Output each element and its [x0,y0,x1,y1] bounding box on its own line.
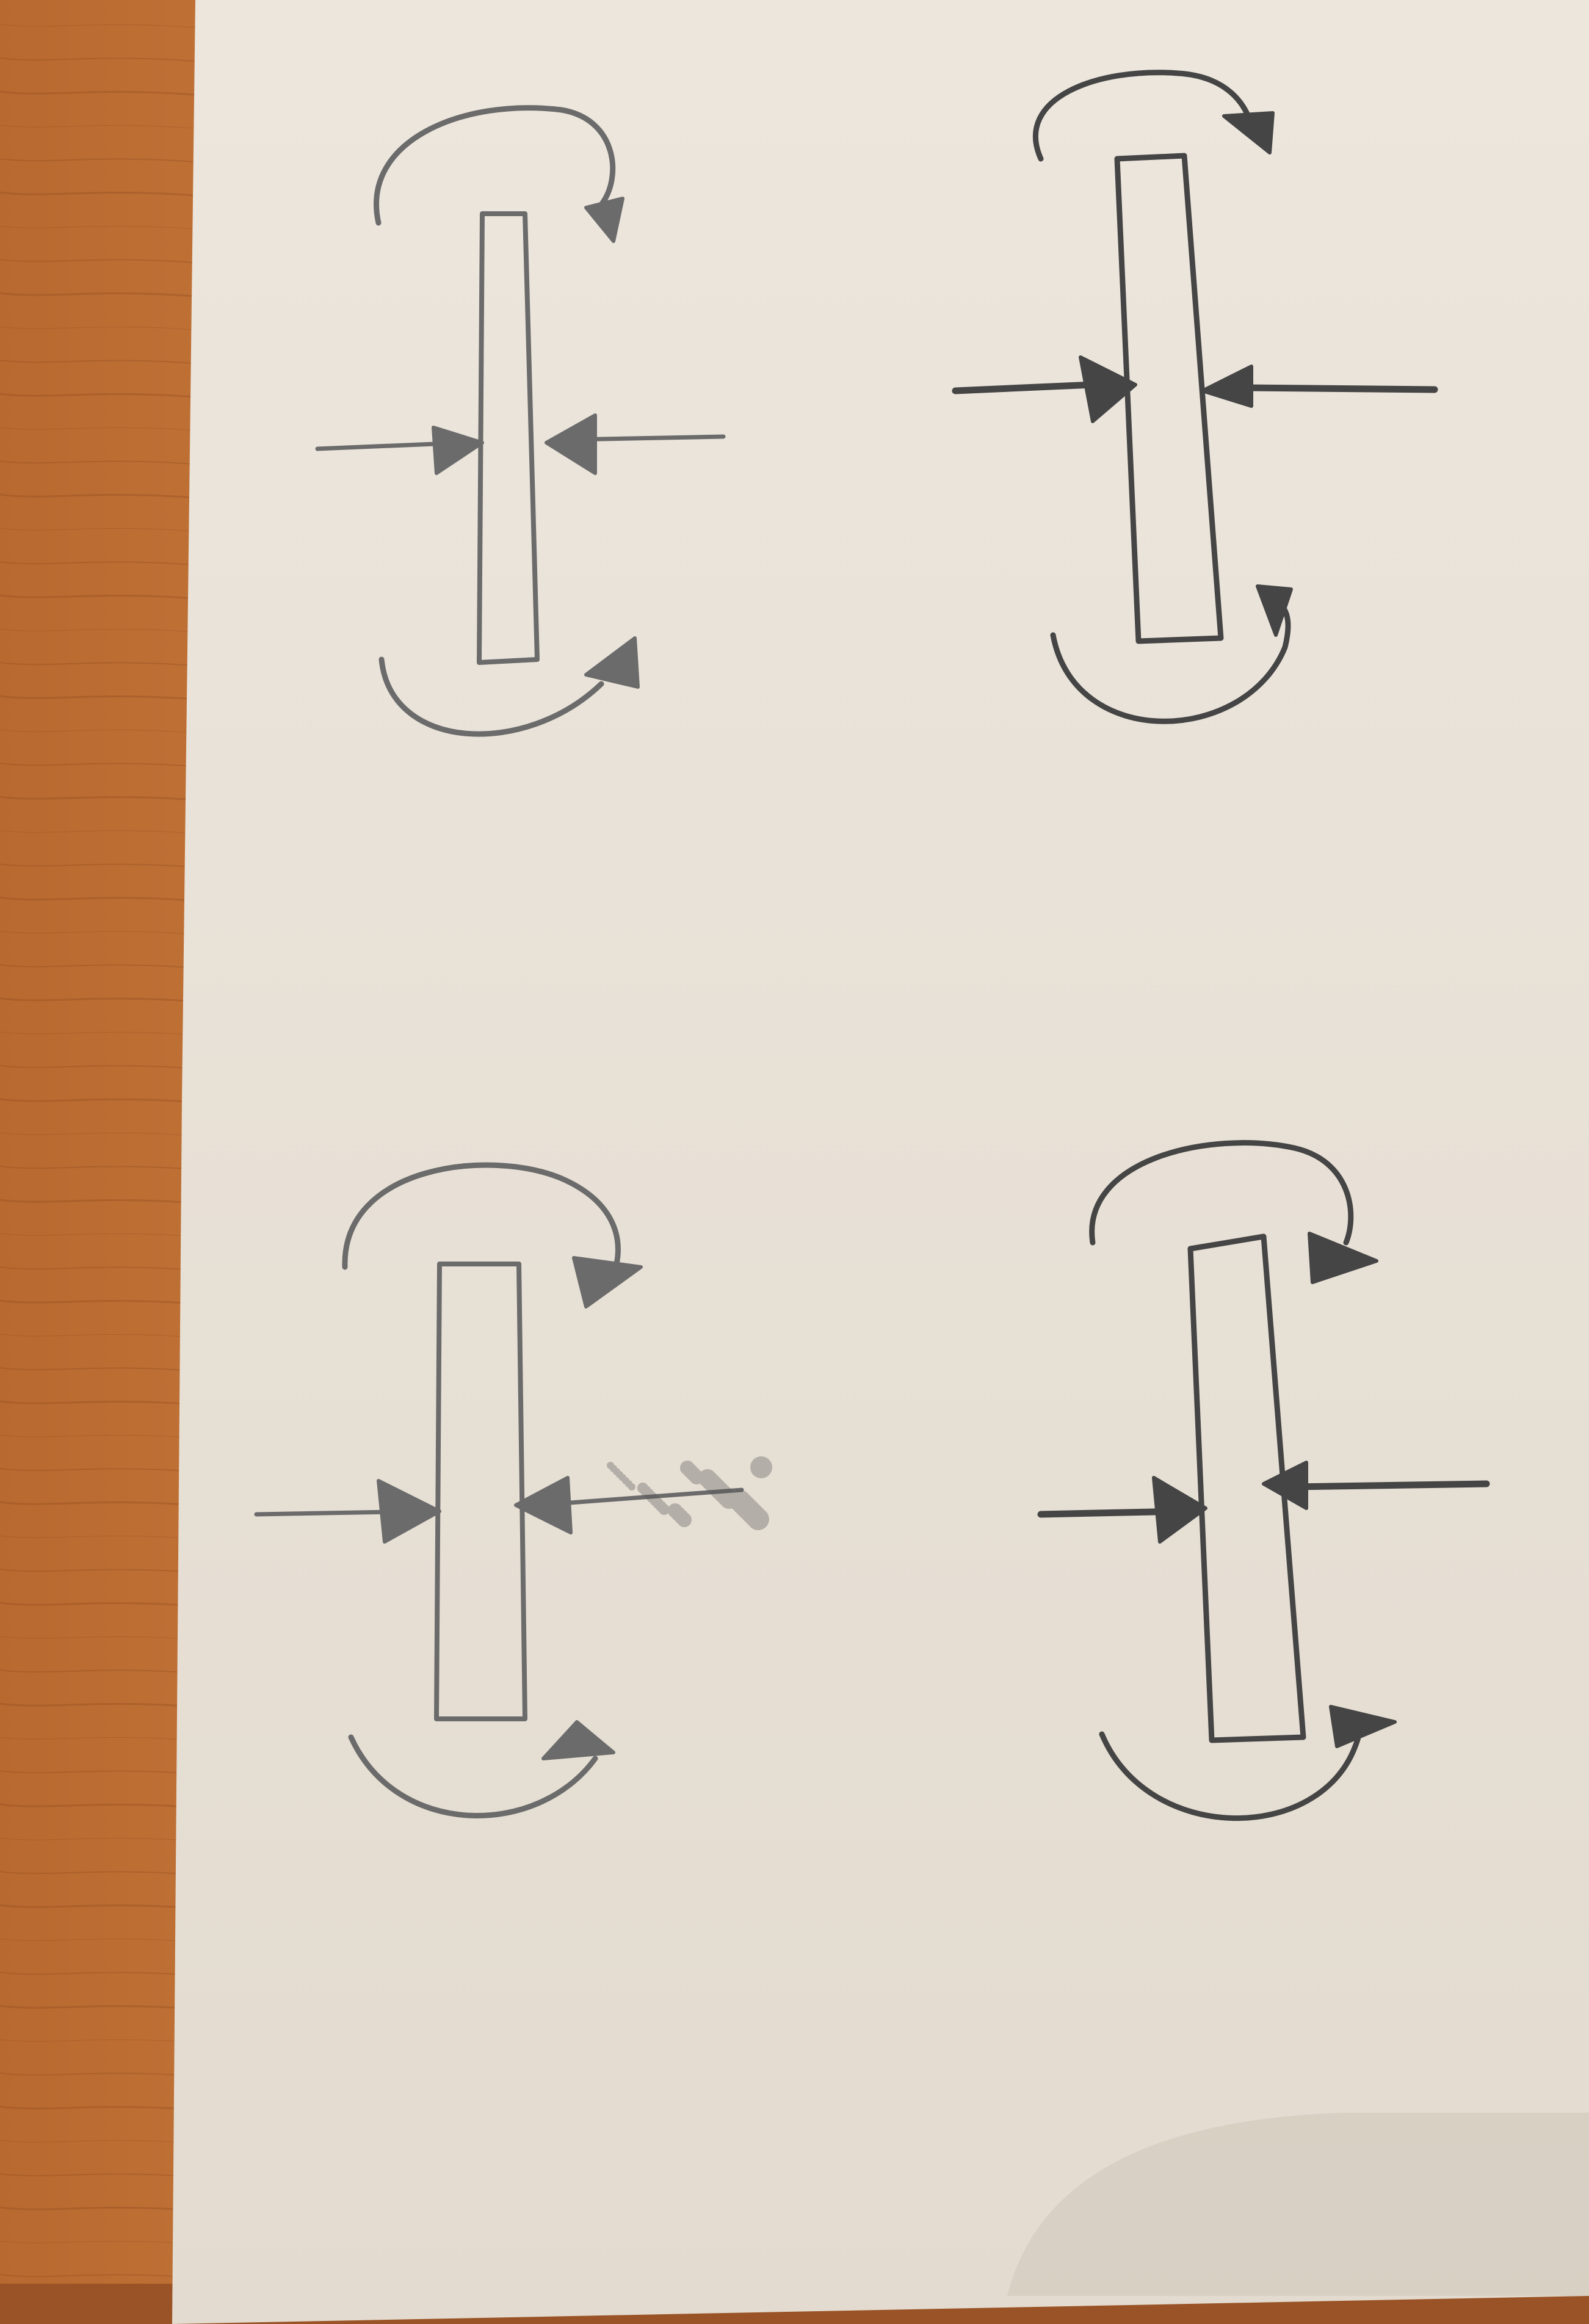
arrowhead-icon [1262,1461,1308,1510]
arrowhead-icon [1222,111,1275,154]
paper-sheet [172,0,1589,2324]
arrowhead-icon [545,413,597,475]
shadow-patch [1007,2113,1589,2296]
rotation-arrow-top [374,105,616,226]
rotation-arrow-top [1033,70,1254,162]
rotation-arrow-bottom [378,656,604,737]
arrowhead-icon [1201,365,1253,408]
diagram-top-left [315,105,726,737]
vertical-bar [1187,1233,1306,1743]
vertical-bar [477,211,540,665]
arrowhead-icon [1079,355,1137,423]
arrowhead-icon [584,636,640,689]
arrowhead-icon [1152,1476,1207,1544]
diagram-top-right [952,70,1438,724]
arrowhead-icon [572,1256,643,1309]
arrowhead-icon [1329,1705,1397,1748]
rotation-arrow-top [342,1162,621,1270]
graphite-smudge [607,1456,772,1530]
diagram-bottom-right [1037,1140,1490,1821]
arrowhead-icon [1308,1232,1378,1284]
force-arrow-right [1290,1480,1490,1491]
arrowhead-icon [541,1720,615,1760]
rotation-arrow-top [1089,1140,1354,1246]
arrowhead-icon [514,1476,573,1534]
rotation-arrow-bottom [1050,598,1291,724]
force-arrow-right [535,1487,744,1508]
vertical-bar [434,1262,527,1721]
rotation-arrow-bottom [348,1734,598,1818]
pencil-diagrams [254,70,1490,1821]
arrowhead-icon [584,197,624,243]
arrowhead-icon [1256,584,1293,637]
diagram-bottom-left [254,1162,744,1818]
force-arrow-left [952,381,1096,394]
force-arrow-right [1242,384,1438,393]
arrowhead-icon [432,426,484,475]
arrowhead-icon [377,1479,441,1544]
vertical-bar [1114,153,1224,644]
